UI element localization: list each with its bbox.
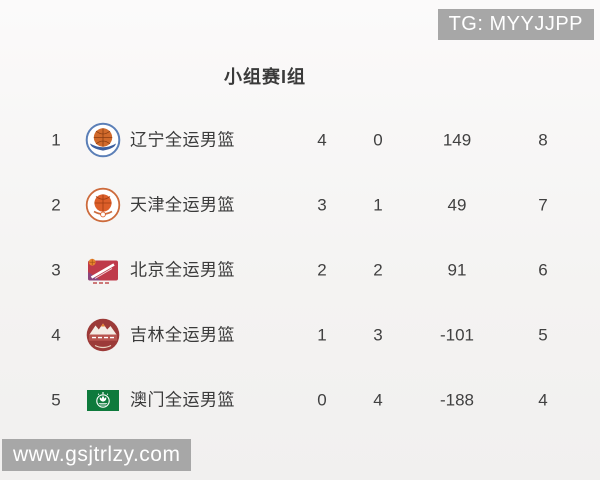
table-row: 3 北京全运男篮 2 2 91 6 xyxy=(0,237,600,302)
table-row: 1 辽宁全运男篮 4 0 149 8 xyxy=(0,107,600,172)
table-row: 5 澳门全运男篮 0 4 -188 4 xyxy=(0,367,600,432)
site-watermark: www.gsjtrlzy.com xyxy=(2,439,192,471)
standings-table: 1 辽宁全运男篮 4 0 149 8 2 天津全运男篮 3 xyxy=(0,107,600,432)
team-name: 北京全运男篮 xyxy=(130,260,235,279)
beijing-logo-icon xyxy=(85,252,121,288)
rank-cell: 4 xyxy=(51,325,61,344)
points-cell: 8 xyxy=(538,130,548,149)
wins-cell: 0 xyxy=(317,390,327,409)
team-name: 辽宁全运男篮 xyxy=(130,130,235,149)
team-name: 天津全运男篮 xyxy=(130,195,235,214)
telegram-watermark: TG: MYYJJPP xyxy=(437,9,594,40)
team-name: 澳门全运男篮 xyxy=(130,390,235,409)
rank-cell: 2 xyxy=(51,195,61,214)
point-diff-cell: 149 xyxy=(442,130,472,149)
rank-cell: 3 xyxy=(51,260,61,279)
point-diff-cell: 91 xyxy=(447,260,467,279)
losses-cell: 1 xyxy=(373,195,383,214)
table-row: 4 吉林全运男篮 1 3 -101 5 xyxy=(0,302,600,367)
wins-cell: 4 xyxy=(317,130,327,149)
point-diff-cell: -188 xyxy=(439,390,475,409)
point-diff-cell: 49 xyxy=(447,195,467,214)
point-diff-cell: -101 xyxy=(439,325,475,344)
team-name: 吉林全运男篮 xyxy=(130,325,235,344)
losses-cell: 4 xyxy=(373,390,383,409)
table-row: 2 天津全运男篮 3 1 49 7 xyxy=(0,172,600,237)
tianjin-logo-icon xyxy=(85,187,121,223)
wins-cell: 1 xyxy=(317,325,327,344)
points-cell: 4 xyxy=(538,390,548,409)
points-cell: 5 xyxy=(538,325,548,344)
losses-cell: 3 xyxy=(373,325,383,344)
jilin-logo-icon xyxy=(85,317,121,353)
rank-cell: 1 xyxy=(51,130,61,149)
page-title: 小组赛I组 xyxy=(223,67,307,87)
losses-cell: 0 xyxy=(373,130,383,149)
wins-cell: 2 xyxy=(317,260,327,279)
rank-cell: 5 xyxy=(51,390,61,409)
liaoning-logo-icon xyxy=(85,122,121,158)
macau-flag-icon xyxy=(85,382,121,418)
wins-cell: 3 xyxy=(317,195,327,214)
points-cell: 6 xyxy=(538,260,548,279)
points-cell: 7 xyxy=(538,195,548,214)
losses-cell: 2 xyxy=(373,260,383,279)
